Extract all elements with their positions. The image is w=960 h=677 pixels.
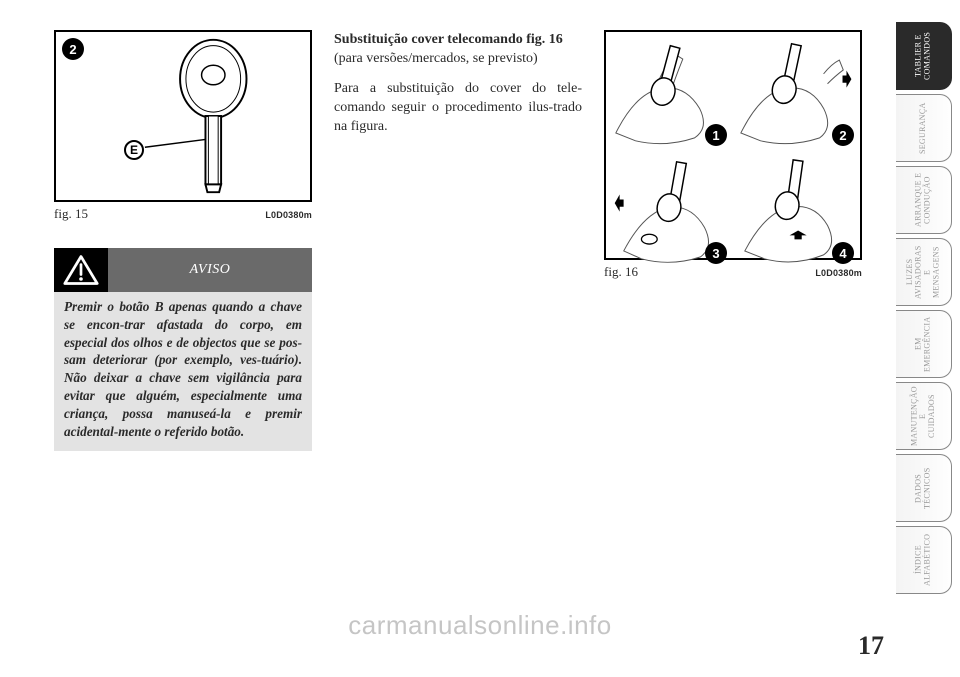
tab-luzes[interactable]: LUZESAVISADORASE MENSAGENS <box>896 238 952 306</box>
tab-arranque[interactable]: ARRANQUE ECONDUÇÃO <box>896 166 952 234</box>
figure-16-step-1: 1 <box>606 32 733 150</box>
body-text: Substituição cover telecomando fig. 16 (… <box>334 30 582 137</box>
page-number: 17 <box>858 631 884 661</box>
figure-15-badge-corner: 2 <box>62 38 84 60</box>
arrow-up-icon: ➧ <box>785 226 811 244</box>
side-tabs: TABLIER ECOMANDOS SEGURANÇA ARRANQUE ECO… <box>896 22 952 594</box>
figure-16-step-2: ➧ 2 <box>733 32 860 150</box>
tab-indice[interactable]: ÍNDICEALFABÉTICO <box>896 526 952 594</box>
tab-tablier[interactable]: TABLIER ECOMANDOS <box>896 22 952 90</box>
warning-label: AVISO <box>108 248 312 292</box>
figure-15-badge-e: E <box>124 140 144 160</box>
figure-16-step-4: ➧ 4 <box>733 150 860 268</box>
arrow-left-icon: ➧ <box>610 190 628 216</box>
watermark: carmanualsonline.info <box>0 610 960 641</box>
section-paragraph: Para a substituição do cover do tele-com… <box>334 79 582 137</box>
figure-16: 1 ➧ 2 ➧ <box>604 30 862 260</box>
section-subtitle: (para versões/mercados, se previsto) <box>334 51 538 66</box>
tab-dados[interactable]: DADOSTÉCNICOS <box>896 454 952 522</box>
key-illustration <box>56 32 310 200</box>
figure-15-caption: fig. 15 <box>54 206 88 222</box>
tab-seguranca[interactable]: SEGURANÇA <box>896 94 952 162</box>
section-title: Substituição cover telecomando fig. 16 <box>334 32 563 47</box>
tab-manutencao[interactable]: MANUTENÇÃO ECUIDADOS <box>896 382 952 450</box>
figure-16-step-3: ➧ 3 <box>606 150 733 268</box>
warning-icon <box>54 248 108 292</box>
tab-emergencia[interactable]: EMEMERGÊNCIA <box>896 310 952 378</box>
figure-15-code: L0D0380m <box>265 210 312 220</box>
figure-15: 2 E <box>54 30 312 202</box>
figure-16-code: L0D0380m <box>815 268 862 278</box>
arrow-right-icon: ➧ <box>838 66 856 92</box>
warning-text: Premir o botão B apenas quando a chave s… <box>64 296 302 441</box>
warning-box: AVISO Premir o botão B apenas quando a c… <box>54 248 312 451</box>
